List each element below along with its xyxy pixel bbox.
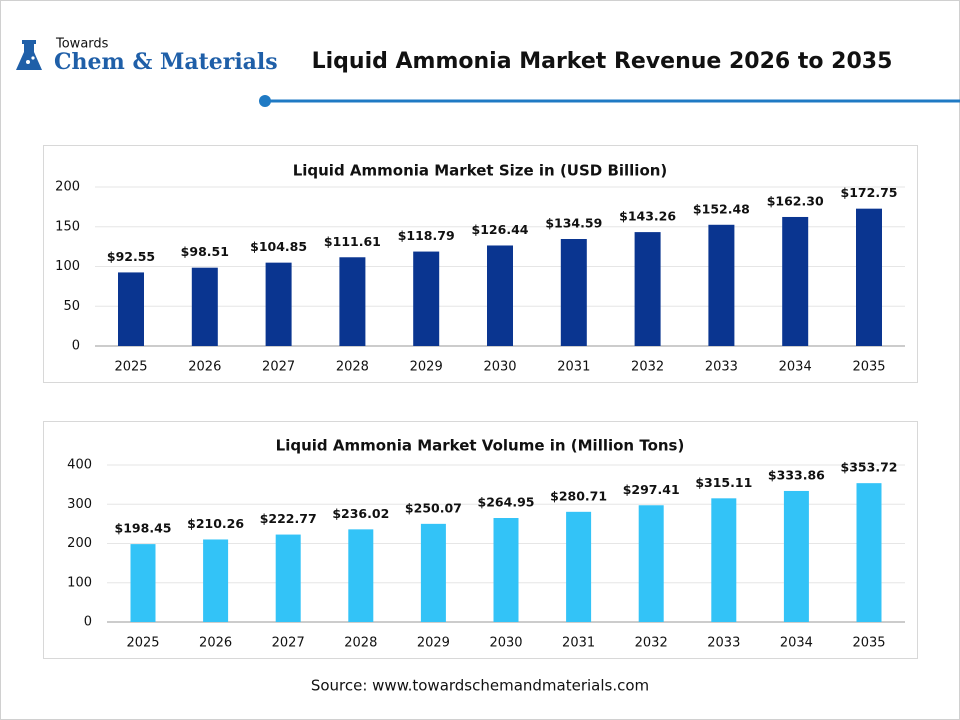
page-title: Liquid Ammonia Market Revenue 2026 to 20… [312, 49, 893, 74]
bar [638, 505, 664, 622]
source: Source: www.towardschemandmaterials.com [311, 677, 649, 695]
x-tick-label: 2032 [631, 360, 664, 375]
bar [493, 518, 519, 622]
value-label: $297.41 [623, 482, 680, 497]
value-label: $98.51 [181, 244, 229, 259]
x-tick-label: 2029 [410, 360, 443, 375]
value-label: $152.48 [693, 201, 750, 216]
x-tick-label: 2032 [635, 636, 668, 651]
title-rule-dot [259, 95, 271, 107]
value-label: $280.71 [550, 488, 607, 503]
value-label: $210.26 [187, 516, 244, 531]
chart-frame [43, 421, 918, 659]
x-tick-label: 2027 [262, 360, 295, 375]
bar [856, 483, 882, 622]
chart-frame [43, 145, 918, 383]
bar [711, 498, 737, 622]
x-tick-label: 2030 [483, 360, 516, 375]
x-tick-label: 2035 [852, 636, 885, 651]
bar [560, 239, 587, 346]
x-tick-label: 2033 [707, 636, 740, 651]
bar [566, 511, 592, 622]
bar [413, 251, 440, 346]
bar [203, 539, 229, 622]
x-tick-label: 2029 [417, 636, 450, 651]
x-tick-label: 2031 [557, 360, 590, 375]
value-label: $222.77 [260, 511, 317, 526]
value-label: $198.45 [115, 521, 172, 536]
bar [708, 224, 735, 346]
value-label: $111.61 [324, 234, 381, 249]
x-tick-label: 2025 [114, 360, 147, 375]
value-label: $236.02 [332, 506, 389, 521]
value-label: $162.30 [767, 193, 824, 208]
bar [265, 262, 292, 346]
value-label: $264.95 [478, 495, 535, 510]
x-tick-label: 2031 [562, 636, 595, 651]
value-label: $118.79 [398, 228, 455, 243]
y-tick-label: 400 [67, 458, 92, 473]
y-tick-label: 300 [67, 497, 92, 512]
bar [634, 232, 661, 346]
bar [130, 544, 156, 622]
value-label: $92.55 [107, 249, 155, 264]
value-label: $333.86 [768, 467, 825, 482]
x-tick-label: 2028 [336, 360, 369, 375]
bar [348, 529, 374, 622]
x-tick-label: 2025 [126, 636, 159, 651]
bar [275, 534, 301, 622]
x-tick-label: 2035 [852, 360, 885, 375]
bar [783, 490, 809, 622]
value-label: $126.44 [472, 222, 529, 237]
logo-line2: Chem & Materials [54, 49, 278, 75]
y-tick-label: 0 [72, 339, 80, 354]
value-label: $104.85 [250, 239, 307, 254]
bar [339, 257, 366, 346]
x-tick-label: 2028 [344, 636, 377, 651]
bar [191, 267, 218, 346]
x-tick-label: 2026 [199, 636, 232, 651]
x-tick-label: 2026 [188, 360, 221, 375]
y-tick-label: 50 [63, 299, 80, 314]
y-tick-label: 100 [55, 259, 80, 274]
bar [118, 272, 144, 346]
bar [782, 216, 809, 346]
x-tick-label: 2034 [779, 360, 812, 375]
value-label: $172.75 [841, 185, 898, 200]
y-tick-label: 200 [67, 536, 92, 551]
value-label: $250.07 [405, 500, 462, 515]
x-tick-label: 2027 [272, 636, 305, 651]
logo-icon [16, 40, 42, 70]
y-tick-label: 200 [55, 180, 80, 195]
y-tick-label: 0 [84, 615, 92, 630]
y-tick-label: 150 [55, 219, 80, 234]
y-tick-label: 100 [67, 575, 92, 590]
x-tick-label: 2030 [489, 636, 522, 651]
value-label: $353.72 [841, 460, 898, 475]
x-tick-label: 2034 [780, 636, 813, 651]
logo-line1: Towards [55, 37, 109, 52]
x-tick-label: 2033 [705, 360, 738, 375]
bar [420, 523, 446, 622]
value-label: $143.26 [619, 209, 676, 224]
bar [856, 208, 882, 346]
value-label: $315.11 [695, 475, 752, 490]
chart-title: Liquid Ammonia Market Size in (USD Billi… [293, 162, 668, 180]
value-label: $134.59 [545, 216, 602, 231]
chart-title: Liquid Ammonia Market Volume in (Million… [276, 437, 685, 455]
bar [487, 245, 513, 346]
